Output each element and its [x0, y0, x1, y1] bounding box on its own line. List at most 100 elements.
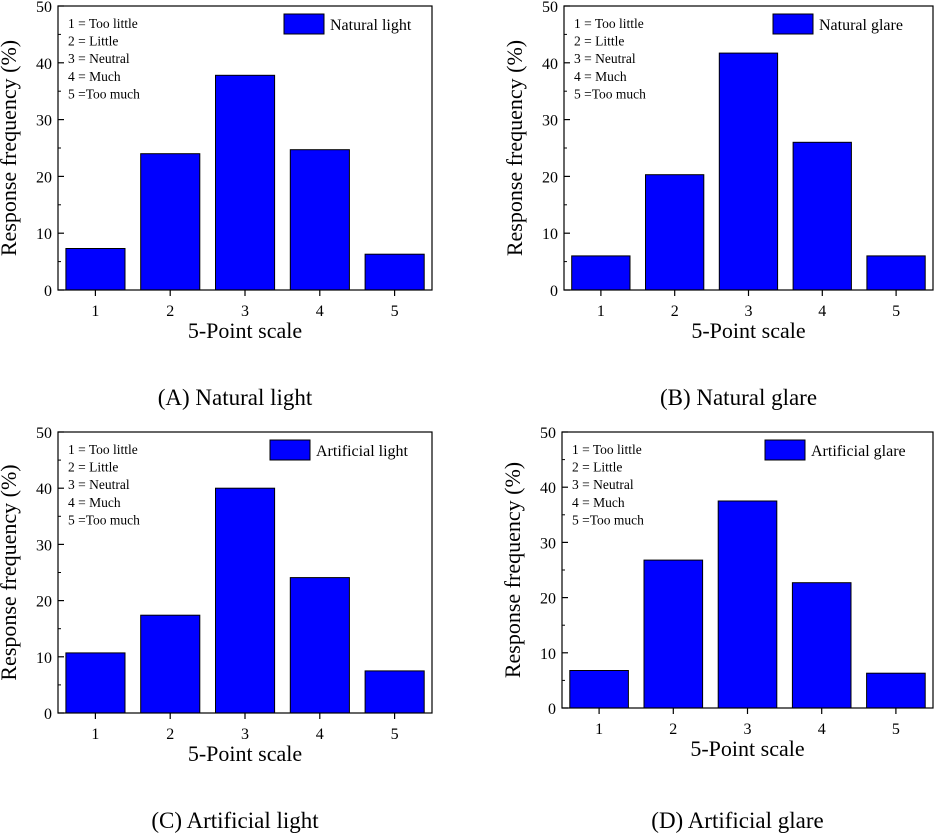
- y-tick-label: 50: [36, 0, 52, 16]
- y-tick-label: 50: [36, 425, 52, 442]
- chart-panel-a: 0 10 20 30 40 50 1 2 3 4 5 5-Point scale Response fr…: [0, 0, 433, 410]
- legend-swatch: [764, 439, 806, 461]
- y-tick-label: 0: [550, 283, 558, 300]
- x-tick-label: 1: [595, 721, 603, 738]
- x-tick-label: 5: [892, 303, 900, 320]
- y-tick-label: 20: [36, 594, 52, 611]
- bar: [866, 672, 926, 709]
- x-tick-label: 5: [892, 721, 900, 738]
- y-tick-label: 20: [36, 169, 52, 186]
- legend-label: Artificial glare: [811, 443, 906, 460]
- scale-note: 2 = Little: [572, 460, 622, 475]
- bar: [215, 74, 276, 291]
- x-tick-label: 1: [91, 303, 99, 320]
- scale-note: 3 = Neutral: [68, 477, 130, 492]
- y-tick-label: 20: [542, 169, 558, 186]
- x-axis-title: 5-Point scale: [690, 736, 804, 761]
- scale-note: 5 =Too much: [572, 512, 644, 527]
- scale-note: 1 = Too little: [574, 16, 644, 31]
- y-tick-label: 20: [540, 591, 556, 608]
- scale-note: 4 = Much: [572, 495, 625, 510]
- x-axis-title: 5-Point scale: [188, 318, 302, 343]
- x-tick-label: 4: [818, 303, 826, 320]
- x-tick-label: 3: [744, 721, 752, 738]
- y-tick-label: 40: [540, 480, 556, 497]
- scale-note: 5 =Too much: [574, 86, 646, 101]
- scale-note: 5 =Too much: [68, 512, 140, 527]
- chart-panel-b: 0 10 20 30 40 50 1 2 3 4 5 5-Point scale Response fr…: [502, 0, 934, 410]
- y-tick-label: 50: [542, 0, 558, 16]
- scale-note: 4 = Much: [68, 69, 121, 84]
- scale-note: 4 = Much: [68, 495, 121, 510]
- x-tick-label: 3: [241, 726, 249, 743]
- x-tick-label: 1: [91, 726, 99, 743]
- x-tick-label: 2: [166, 303, 174, 320]
- legend-swatch: [283, 13, 325, 35]
- x-tick-label: 2: [166, 726, 174, 743]
- x-tick-label: 3: [745, 303, 753, 320]
- bar: [645, 174, 705, 291]
- scale-note: 3 = Neutral: [572, 477, 634, 492]
- bar: [866, 255, 926, 291]
- bar: [718, 52, 779, 291]
- bar: [571, 255, 631, 291]
- panel-caption: (B) Natural glare: [660, 385, 817, 410]
- scale-note: 5 =Too much: [68, 86, 140, 101]
- y-axis-title: Response frequency (%): [0, 40, 21, 256]
- scale-note: 3 = Neutral: [68, 51, 130, 66]
- panel-caption: (C) Artificial light: [151, 808, 319, 833]
- y-tick-label: 0: [44, 283, 52, 300]
- y-tick-label: 30: [540, 535, 556, 552]
- legend-swatch: [269, 439, 311, 461]
- x-tick-label: 3: [241, 303, 249, 320]
- x-tick-label: 5: [391, 303, 399, 320]
- x-tick-label: 2: [671, 303, 679, 320]
- x-tick-label: 4: [316, 726, 324, 743]
- bar: [364, 670, 425, 714]
- scale-note: 3 = Neutral: [574, 51, 636, 66]
- scale-note: 2 = Little: [68, 460, 118, 475]
- scale-note: 2 = Little: [68, 34, 118, 49]
- y-tick-label: 10: [542, 226, 558, 243]
- x-tick-label: 1: [597, 303, 605, 320]
- y-tick-label: 0: [548, 701, 556, 718]
- bar: [289, 577, 350, 714]
- bar: [65, 248, 126, 291]
- legend-swatch: [772, 13, 814, 35]
- bar: [792, 141, 852, 291]
- bar: [65, 652, 126, 714]
- x-tick-label: 5: [391, 726, 399, 743]
- y-tick-label: 10: [540, 646, 556, 663]
- bar: [717, 500, 778, 709]
- y-axis-title: Response frequency (%): [0, 464, 21, 680]
- bar: [215, 487, 276, 714]
- x-axis-title: 5-Point scale: [691, 318, 805, 343]
- bar: [569, 670, 629, 709]
- chart-panel-d: 0 10 20 30 40 50 1 2 3 4 5 5-Point scale Response fr…: [500, 425, 934, 833]
- bar: [791, 582, 852, 709]
- y-tick-label: 0: [44, 706, 52, 723]
- bar: [140, 614, 201, 714]
- y-tick-label: 50: [540, 425, 556, 442]
- y-axis-title: Response frequency (%): [500, 462, 525, 678]
- y-tick-label: 10: [36, 650, 52, 667]
- legend-label: Natural light: [330, 17, 412, 34]
- bar: [289, 149, 350, 291]
- y-tick-label: 30: [36, 113, 52, 130]
- y-axis-title: Response frequency (%): [502, 40, 527, 256]
- y-tick-label: 10: [36, 226, 52, 243]
- x-tick-label: 4: [316, 303, 324, 320]
- y-tick-label: 30: [36, 537, 52, 554]
- x-axis-title: 5-Point scale: [188, 741, 302, 766]
- legend-label: Natural glare: [819, 17, 903, 34]
- x-tick-label: 4: [818, 721, 826, 738]
- scale-note: 4 = Much: [574, 69, 627, 84]
- y-tick-label: 40: [542, 56, 558, 73]
- y-tick-label: 40: [36, 56, 52, 73]
- bar: [643, 559, 704, 709]
- panel-caption: (A) Natural light: [158, 385, 313, 410]
- scale-note: 2 = Little: [574, 34, 624, 49]
- x-tick-label: 2: [669, 721, 677, 738]
- chart-panel-c: 0 10 20 30 40 50 1 2 3 4 5 5-Point scale Response fr…: [0, 425, 433, 833]
